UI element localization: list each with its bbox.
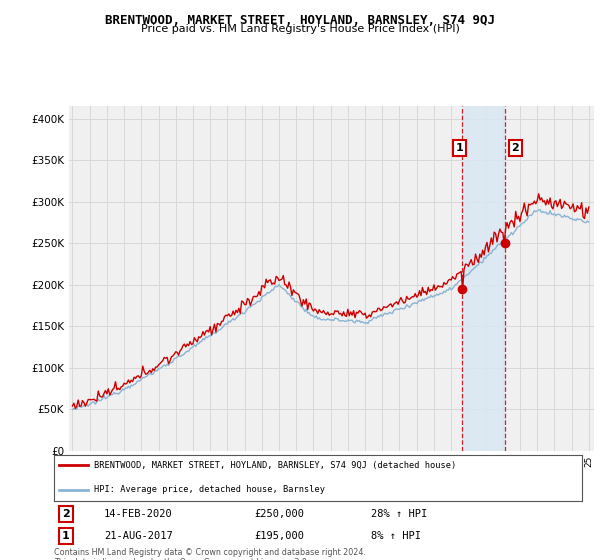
Text: 14-FEB-2020: 14-FEB-2020 (104, 509, 173, 519)
Text: Price paid vs. HM Land Registry's House Price Index (HPI): Price paid vs. HM Land Registry's House … (140, 24, 460, 34)
Text: £195,000: £195,000 (254, 531, 305, 540)
Text: HPI: Average price, detached house, Barnsley: HPI: Average price, detached house, Barn… (94, 485, 325, 494)
Text: BRENTWOOD, MARKET STREET, HOYLAND, BARNSLEY, S74 9QJ: BRENTWOOD, MARKET STREET, HOYLAND, BARNS… (105, 14, 495, 27)
Text: BRENTWOOD, MARKET STREET, HOYLAND, BARNSLEY, S74 9QJ (detached house): BRENTWOOD, MARKET STREET, HOYLAND, BARNS… (94, 461, 456, 470)
Text: £250,000: £250,000 (254, 509, 305, 519)
Text: 21-AUG-2017: 21-AUG-2017 (104, 531, 173, 540)
Text: 28% ↑ HPI: 28% ↑ HPI (371, 509, 427, 519)
Text: Contains HM Land Registry data © Crown copyright and database right 2024.
This d: Contains HM Land Registry data © Crown c… (54, 548, 366, 560)
Text: 1: 1 (455, 143, 463, 153)
Text: 8% ↑ HPI: 8% ↑ HPI (371, 531, 421, 540)
Text: 2: 2 (62, 509, 70, 519)
Text: 2: 2 (511, 143, 519, 153)
Bar (462, 106, 505, 451)
Text: 1: 1 (62, 531, 70, 540)
